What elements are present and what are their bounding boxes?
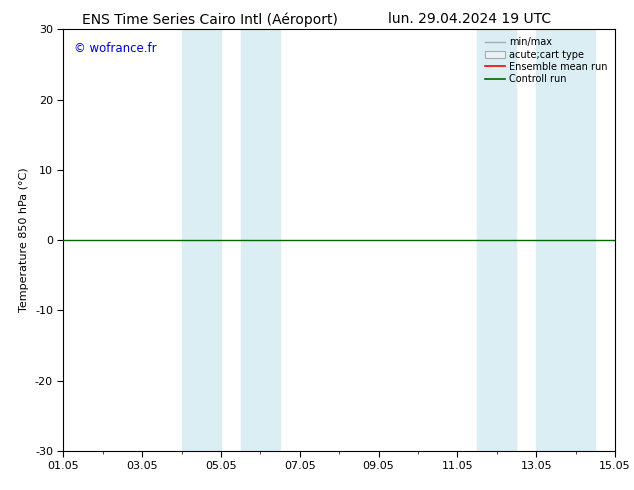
Bar [241,29,280,451]
Text: lun. 29.04.2024 19 UTC: lun. 29.04.2024 19 UTC [389,12,552,26]
Bar [477,29,517,451]
Text: ENS Time Series Cairo Intl (Aéroport): ENS Time Series Cairo Intl (Aéroport) [82,12,339,27]
Y-axis label: Temperature 850 hPa (°C): Temperature 850 hPa (°C) [19,168,29,313]
Text: © wofrance.fr: © wofrance.fr [74,42,157,55]
Bar [536,29,595,451]
Bar [181,29,221,451]
Legend: min/max, acute;cart type, Ensemble mean run, Controll run: min/max, acute;cart type, Ensemble mean … [482,34,610,87]
